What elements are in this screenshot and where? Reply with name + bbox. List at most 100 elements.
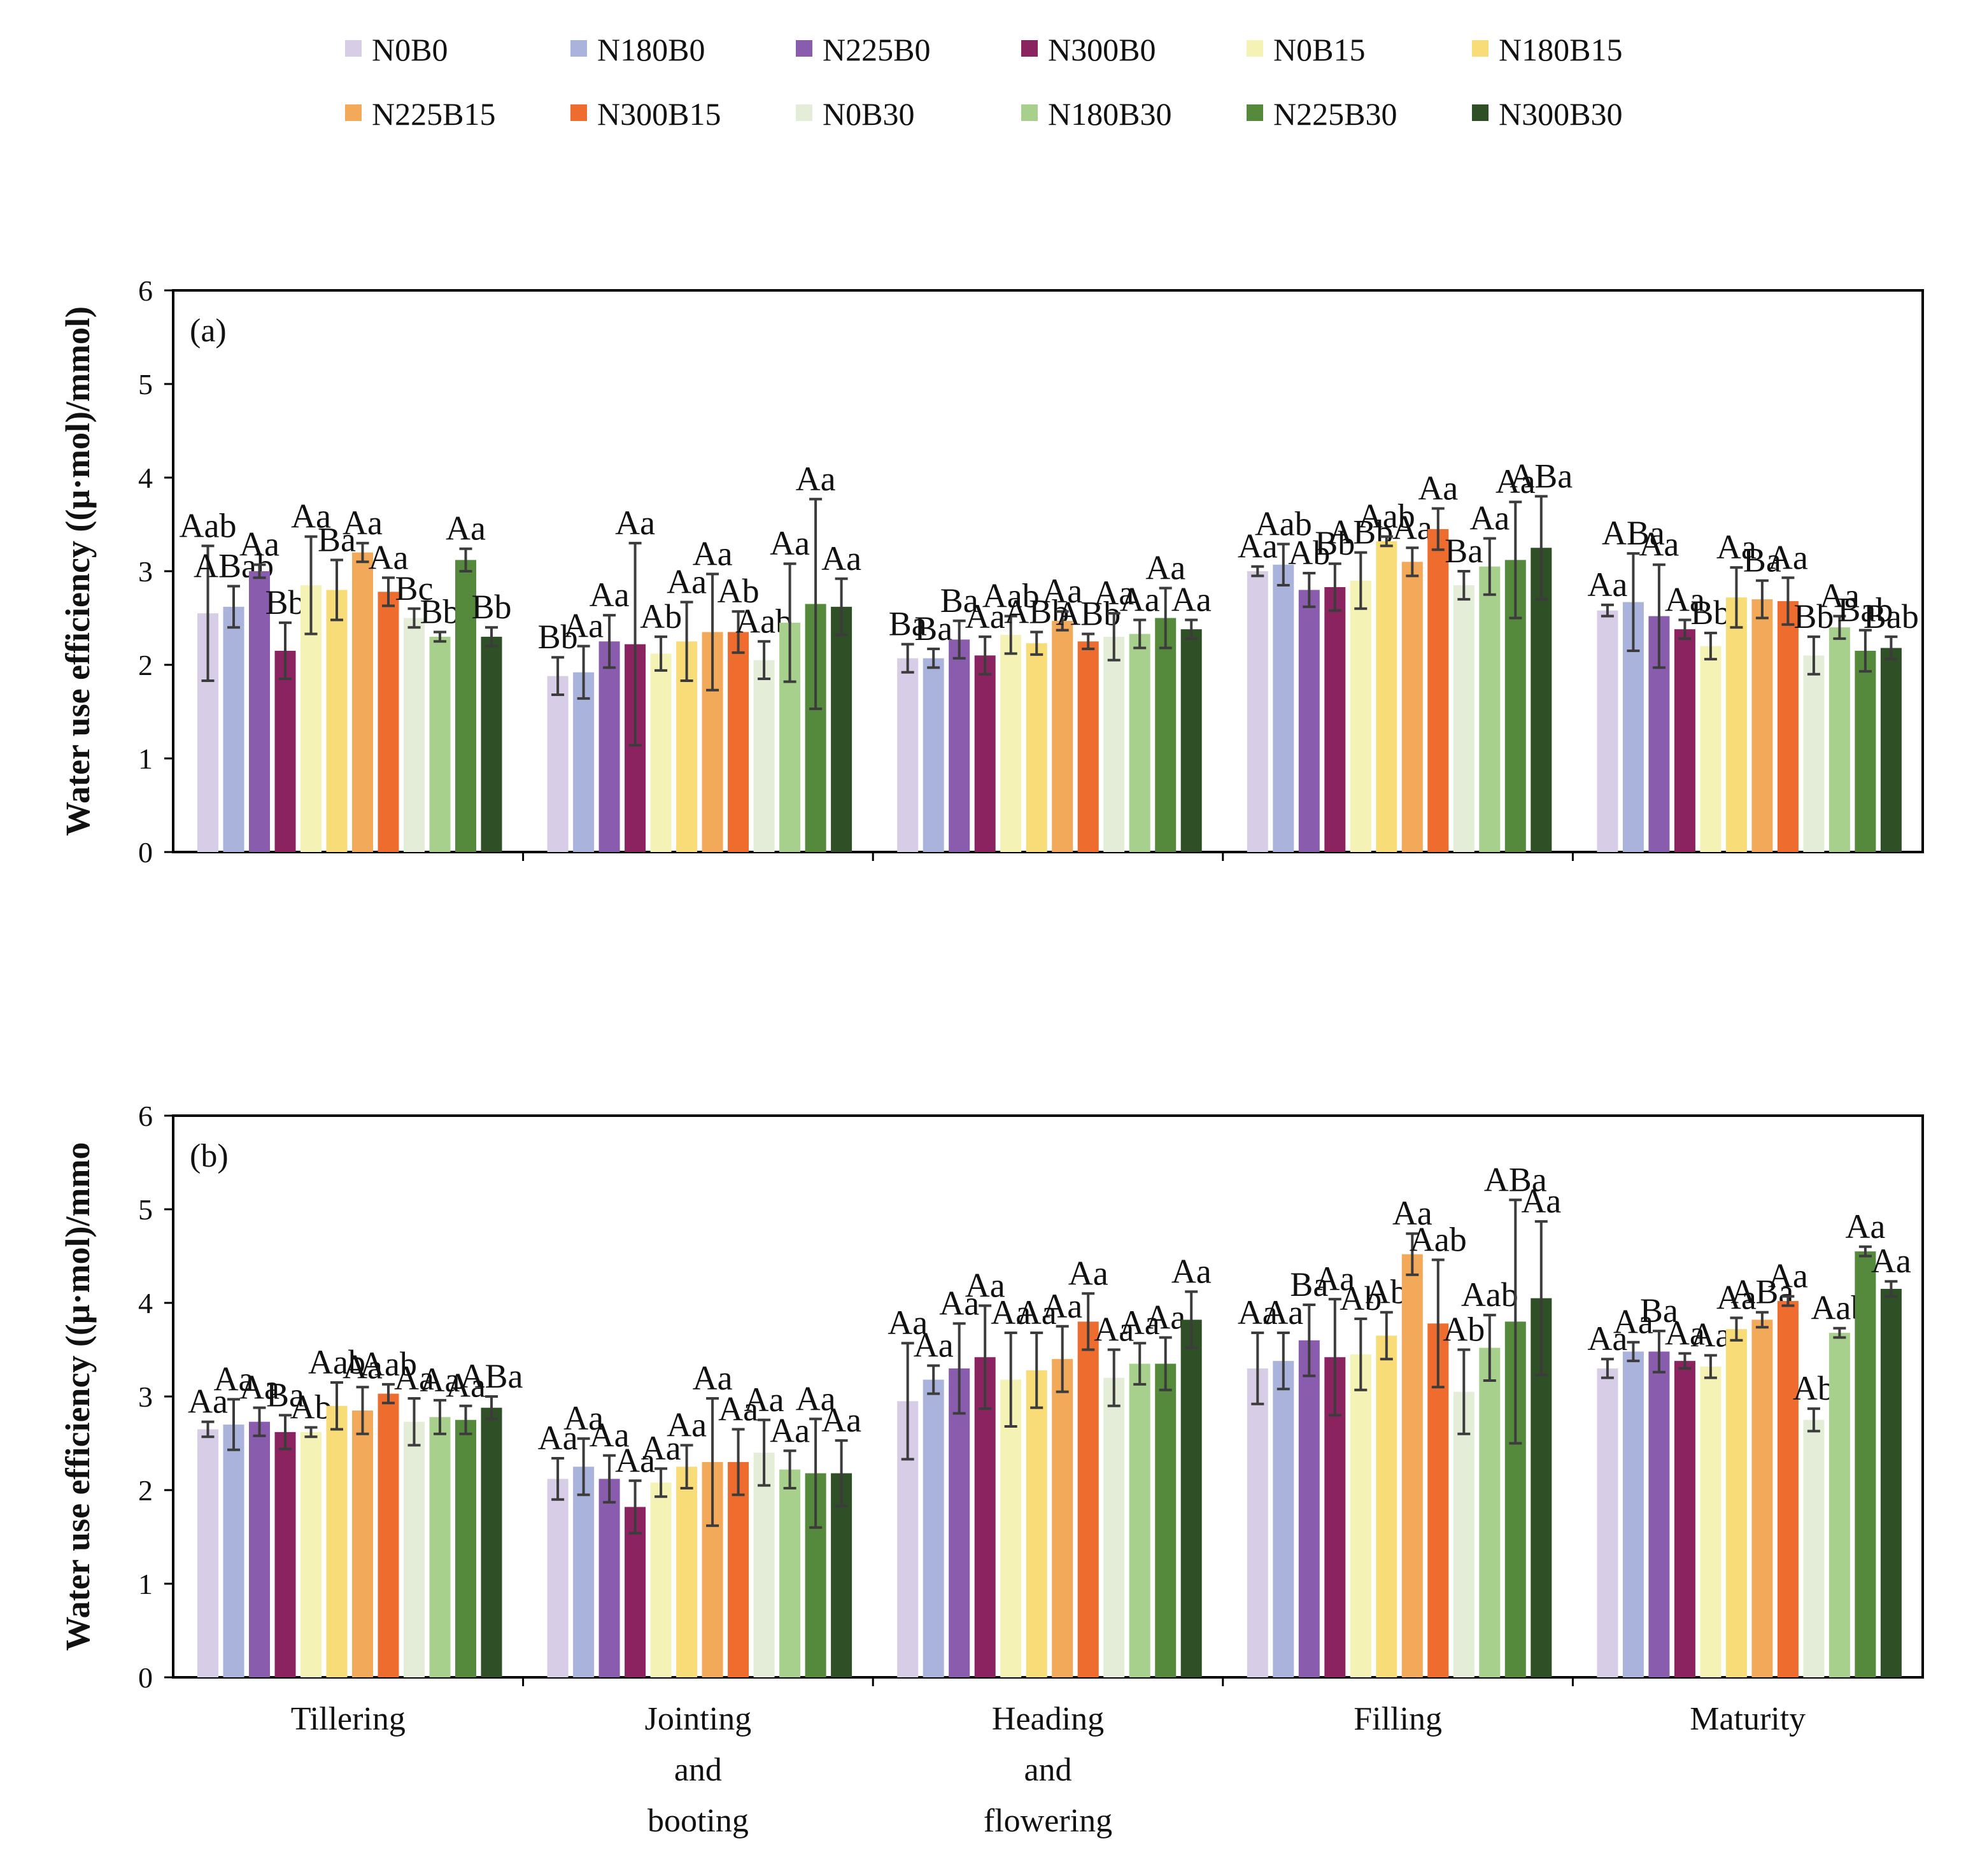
bar — [404, 618, 425, 852]
significance-label: Aa — [1315, 1260, 1355, 1298]
significance-label: Aa — [394, 1359, 434, 1397]
bar — [547, 676, 569, 852]
significance-label: Aa — [239, 525, 279, 564]
significance-label: Aa — [1820, 577, 1860, 615]
y-tick-label: 0 — [138, 1661, 153, 1694]
legend-label: N0B0 — [372, 32, 448, 68]
legend-label: N0B15 — [1273, 32, 1365, 68]
bar — [1298, 1340, 1320, 1677]
significance-label: Aa — [1094, 1311, 1134, 1349]
bar — [455, 1419, 476, 1677]
significance-label: Aa — [1587, 565, 1627, 604]
x-category-label: Filling — [1354, 1701, 1442, 1737]
significance-label: Aa — [291, 497, 331, 536]
significance-label: Aa — [1017, 1293, 1057, 1332]
bar — [429, 1417, 451, 1677]
panel-label: (b) — [190, 1138, 229, 1174]
significance-label: Ab — [1340, 1279, 1382, 1318]
x-category-label: flowering — [984, 1803, 1112, 1839]
bar — [1350, 1354, 1371, 1677]
bar — [1155, 618, 1177, 852]
y-tick-label: 2 — [138, 649, 153, 681]
bar — [1427, 529, 1449, 852]
bar — [1273, 1361, 1294, 1677]
significance-label: Aa — [446, 1367, 486, 1405]
bar — [274, 1432, 296, 1677]
bar — [326, 1405, 348, 1677]
significance-label: Aa — [1587, 1319, 1627, 1358]
y-tick-label: 2 — [138, 1474, 153, 1507]
significance-label: Bb — [1793, 597, 1834, 636]
bar — [1247, 1368, 1268, 1677]
significance-label: Aa — [615, 1441, 655, 1479]
legend-swatch — [796, 40, 812, 57]
significance-label: Aa — [343, 1347, 383, 1386]
bar — [1777, 601, 1799, 852]
bar — [1000, 634, 1022, 852]
significance-label: Aab — [360, 1345, 417, 1383]
significance-label: ABa — [460, 1357, 523, 1395]
significance-label: Aa — [939, 1284, 979, 1322]
bar — [676, 1467, 698, 1677]
significance-label: Bb — [1690, 593, 1730, 632]
significance-label: Ba — [1290, 1265, 1328, 1304]
significance-label: Aa — [1716, 528, 1757, 566]
significance-label: Aa — [1068, 1254, 1108, 1292]
legend-swatch — [1472, 104, 1489, 121]
bar — [1103, 1377, 1125, 1677]
x-category-label: Maturity — [1690, 1701, 1806, 1737]
bar — [1751, 1319, 1773, 1677]
significance-label: Aa — [1845, 1207, 1885, 1246]
significance-label: Bab — [1863, 597, 1919, 636]
bar — [274, 650, 296, 852]
significance-label: Aa — [1094, 574, 1134, 612]
significance-label: Bab — [1837, 591, 1893, 629]
significance-label: Bb — [265, 583, 305, 622]
legend: N0B0 N180B0 N225B0 N300B0 N0B15 N180B15 N225B1… — [345, 32, 1622, 132]
bar — [598, 1479, 620, 1677]
significance-label: Aa — [1171, 1252, 1212, 1290]
significance-label: Aa — [1690, 1316, 1730, 1354]
bar — [481, 636, 502, 852]
y-tick-label: 6 — [138, 1100, 153, 1132]
x-category-label: Heading — [992, 1701, 1104, 1737]
y-tick-label: 5 — [138, 1193, 153, 1226]
bar — [650, 653, 672, 852]
significance-label: Ab — [290, 1388, 332, 1426]
legend-label: N180B0 — [597, 32, 705, 68]
significance-label: Aab — [180, 506, 237, 544]
significance-label: Aa — [1392, 508, 1432, 546]
bar — [753, 1453, 775, 1677]
significance-label: Aa — [1042, 1287, 1082, 1325]
bar — [1273, 564, 1294, 852]
bar — [923, 658, 944, 852]
significance-label: Aa — [1418, 469, 1458, 508]
panel-b: 0 1 2 3 4 5 6 (b) Water use efficiency ((μ·mol)/… — [59, 1100, 1924, 1694]
significance-label: Aa — [1171, 580, 1212, 618]
significance-label: Aa — [667, 1405, 707, 1444]
significance-label: Aab — [308, 1343, 365, 1381]
significance-label: Ba — [1743, 541, 1781, 579]
significance-label: Aab — [1410, 1220, 1467, 1258]
significance-label: Aa — [615, 504, 655, 542]
bar — [897, 658, 919, 852]
bar — [429, 636, 451, 852]
significance-label: Ab — [1288, 534, 1330, 572]
bar — [1298, 590, 1320, 852]
bar — [974, 1357, 996, 1677]
significance-label: Aa — [239, 1368, 279, 1407]
significance-label: ABa — [1602, 514, 1665, 552]
significance-label: Aa — [1665, 580, 1705, 618]
bar — [1674, 1361, 1695, 1677]
bar — [1803, 655, 1825, 852]
legend-swatch — [345, 104, 362, 121]
bar — [1453, 585, 1474, 852]
bar — [573, 1467, 595, 1677]
significance-label: Aa — [446, 509, 486, 548]
bar — [598, 641, 620, 852]
bar — [249, 571, 270, 852]
panel-a: 0 1 2 3 4 5 6 (a) Water use efficiency ((μ·mol)/… — [59, 274, 1924, 869]
significance-label: Aa — [420, 1361, 460, 1399]
bar — [573, 672, 595, 852]
significance-label: Aa — [563, 607, 604, 645]
